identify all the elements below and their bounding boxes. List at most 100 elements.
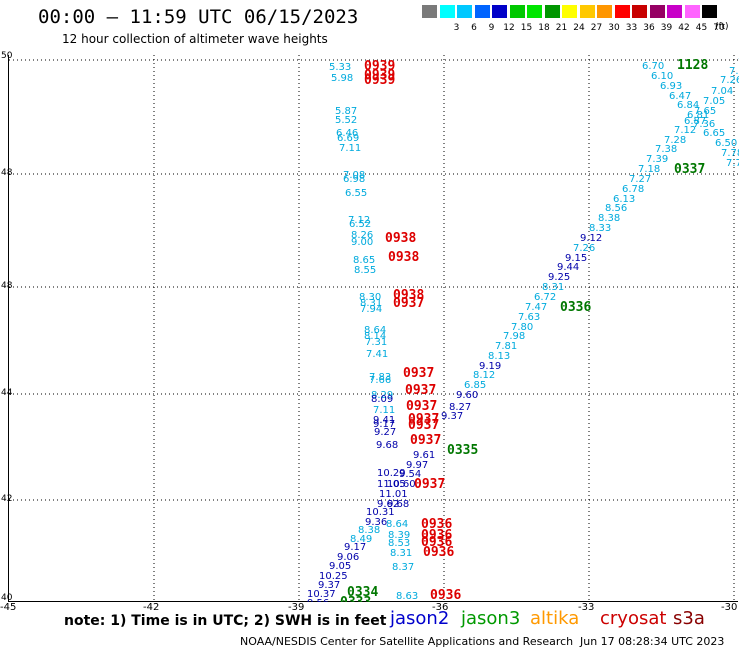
page-title: 00:00 — 11:59 UTC 06/15/2023 [38, 6, 359, 28]
pass-time-label: 0939 [364, 73, 395, 88]
wave-height-label: 6.81 [687, 110, 709, 121]
wave-height-label: 9.68 [387, 499, 409, 510]
wave-height-label: 6.93 [660, 81, 682, 92]
lat-tick-label: 44 [1, 388, 13, 398]
wave-height-label: 7.78 [721, 148, 739, 159]
generated-timestamp: Jun 17 08:28:34 UTC 2023 [580, 635, 725, 648]
color-scale-swatch [474, 5, 491, 18]
pass-time-label: 0938 [393, 288, 424, 303]
wave-height-label: 10.60 [387, 479, 416, 490]
wave-height-label: 9.00 [351, 237, 373, 248]
wave-height-label: 6.65 [703, 128, 725, 139]
wave-height-label: 9.17 [373, 419, 395, 430]
wave-height-label: 8.12 [473, 370, 495, 381]
lat-tick-label: 48 [1, 168, 13, 178]
lon-tick-label: -39 [288, 602, 305, 613]
wave-height-label: 7.38 [655, 144, 677, 155]
wave-height-label: 7.98 [503, 331, 525, 342]
color-scale-label: 18 [538, 23, 550, 33]
pass-time-label: 0937 [403, 366, 434, 381]
wave-height-label: 8.65 [353, 255, 375, 266]
wave-height-label: 9.44 [557, 262, 579, 273]
color-scale-swatch [527, 5, 543, 18]
pass-time-label: 0938 [385, 231, 416, 246]
color-scale-swatch [422, 5, 438, 18]
color-scale-swatch [457, 5, 473, 18]
wave-height-label: 6.46 [336, 128, 358, 139]
legend-cryosat: cryosat [600, 608, 667, 629]
color-scale-label: 39 [660, 23, 673, 33]
lon-tick-label: -42 [143, 602, 160, 613]
pass-time-label: 0336 [560, 300, 591, 315]
color-scale-swatch [439, 5, 456, 18]
wave-height-label: 6.55 [345, 188, 367, 199]
lon-tick-label: -33 [578, 602, 595, 613]
wave-height-label: 9.15 [565, 253, 587, 264]
wave-height-label: 7.27 [629, 174, 651, 185]
wave-height-label: 5.33 [329, 62, 351, 73]
wave-height-label: 7.80 [511, 322, 533, 333]
wave-height-label: 6.10 [651, 71, 673, 82]
wave-height-label: 9.17 [344, 542, 366, 553]
wave-height-label: 9.41 [373, 415, 395, 426]
wave-height-label: 9.36 [365, 517, 387, 528]
wave-height-label: 6.13 [613, 194, 635, 205]
wave-height-label: 7.7 [726, 158, 739, 169]
wave-height-label: 6.78 [622, 184, 644, 195]
color-scale-label: 27 [590, 23, 603, 33]
wave-height-label: 7.31 [365, 337, 387, 348]
pass-time-label: 0936 [423, 545, 454, 560]
lat-lon-grid [9, 55, 739, 602]
wave-height-label: 9.56 [307, 598, 329, 602]
wave-height-label: 6.47 [669, 91, 691, 102]
color-scale-label: 24 [573, 23, 585, 33]
wave-height-label: 8.14 [364, 331, 386, 342]
wave-height-label: 8.27 [449, 402, 471, 413]
wave-height-label: 9.37 [318, 580, 340, 591]
wave-height-label: 8.26 [351, 230, 373, 241]
lon-tick-label: -45 [0, 602, 17, 613]
lat-tick-label: 42 [1, 494, 13, 504]
wave-height-label: 7.04 [711, 86, 733, 97]
wave-height-label: 7.83 [369, 372, 391, 383]
color-scale-swatch [684, 5, 701, 18]
wave-height-label: 8.38 [598, 213, 620, 224]
wave-height-label: 8.31 [360, 298, 382, 309]
wave-height-label: 6.87 [684, 116, 706, 127]
wave-height-label: 9.27 [374, 427, 396, 438]
lat-tick-label: 40 [1, 593, 13, 603]
wave-height-label: 8.37 [392, 562, 414, 573]
wave-height-label: 7.26 [573, 243, 595, 254]
wave-height-label: 8.33 [589, 223, 611, 234]
wave-height-label: 5.98 [331, 73, 353, 84]
wave-height-label: 6.52 [349, 219, 371, 230]
pass-time-label: 0337 [674, 162, 705, 177]
wave-height-label: 9.05 [329, 561, 351, 572]
color-scale-label: 36 [643, 23, 655, 33]
wave-height-label: 7.18 [638, 164, 660, 175]
pass-time-label: 0936 [421, 528, 452, 543]
pass-time-label: 0937 [405, 383, 436, 398]
map-plot-area: 5.33 0939 5.98 0939 0939 5.87 5.52 6.46 6.69 7.11… [8, 55, 739, 602]
pass-time-label: 0937 [408, 418, 439, 433]
wave-height-label: 7.39 [646, 154, 668, 165]
lat-tick-label: 48 [1, 281, 13, 291]
color-scale-swatch [544, 5, 561, 18]
wave-height-label: 8.64 [386, 519, 408, 530]
wave-height-label: 9.06 [337, 552, 359, 563]
lat-tick-label: 50 [1, 51, 13, 61]
wave-height-label: 7.36 [693, 119, 715, 130]
wave-height-label: 7.12 [348, 215, 370, 226]
pass-time-label: 0937 [408, 412, 439, 427]
wave-height-label: 9.61 [413, 450, 435, 461]
wave-height-label: 5.52 [335, 115, 357, 126]
color-scale-label: 6 [471, 23, 477, 33]
pass-time-label: 0937 [410, 433, 441, 448]
wave-height-label: 11.05 [377, 479, 406, 490]
wave-height-label: 7.8 [729, 66, 739, 77]
lon-tick-label: -30 [721, 602, 738, 613]
wave-height-label: 8.30 [359, 292, 381, 303]
